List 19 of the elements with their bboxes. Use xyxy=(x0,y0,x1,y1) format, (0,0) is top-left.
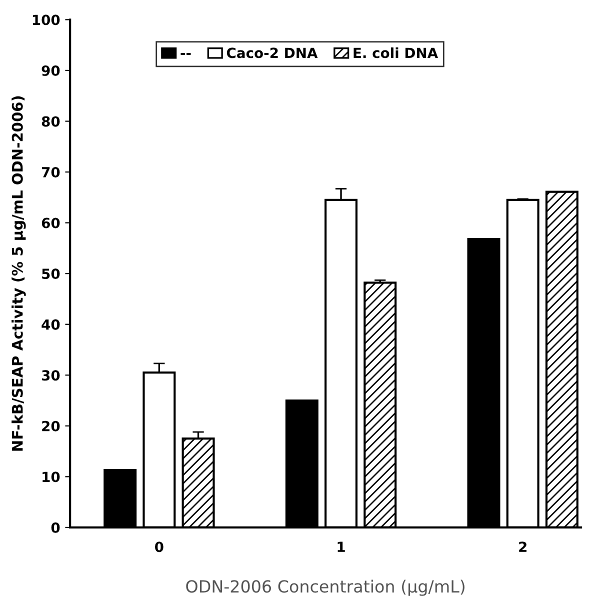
y-axis-title: NF-kB/SEAP Activity (% 5 µg/mL ODN-2006) xyxy=(12,96,26,451)
y-tick-label: 60 xyxy=(42,218,60,228)
y-tick-label: 40 xyxy=(42,319,60,330)
y-tick-label: 10 xyxy=(42,472,60,482)
y-tick-label: 0 xyxy=(51,522,60,533)
y-tick-label: 80 xyxy=(42,116,60,127)
y-tick-label: 20 xyxy=(42,420,60,432)
y-tick-label: 70 xyxy=(42,166,60,178)
y-tick-label: 30 xyxy=(42,370,60,381)
text: E. coli DNA xyxy=(354,47,438,58)
y-tick-label: 90 xyxy=(42,65,60,76)
legend-label: -- xyxy=(180,52,191,55)
y-tick-label: 100 xyxy=(32,14,60,26)
legend-label: Caco-2 DNA xyxy=(226,48,318,58)
x-tick-label: 0 xyxy=(155,542,164,552)
x-tick-label: 1 xyxy=(338,542,345,552)
x-axis-title: ODN-2006 Concentration (µg/mL) xyxy=(186,580,464,596)
x-tick-label: 2 xyxy=(519,542,526,552)
y-tick-label: 50 xyxy=(42,268,60,280)
